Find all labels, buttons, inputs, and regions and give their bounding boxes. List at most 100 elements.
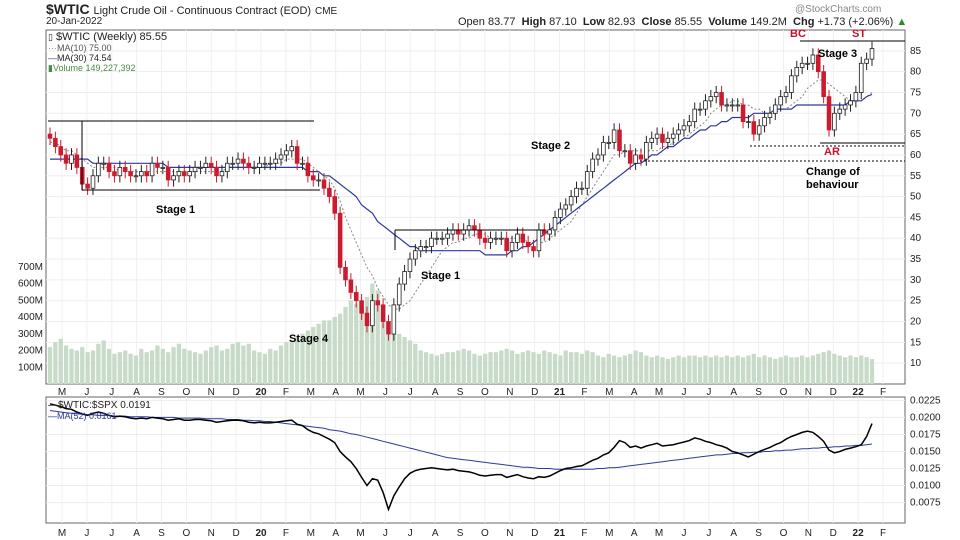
legend-ma10: ···MA(10) 75.00	[48, 43, 112, 53]
candle-body	[740, 104, 746, 123]
candle-body	[284, 150, 289, 156]
time-tick-label: M	[307, 387, 315, 398]
volume-bar	[171, 347, 176, 384]
candle-body	[638, 154, 644, 160]
time-tick-label: O	[183, 528, 191, 539]
candle-body	[144, 171, 149, 177]
time-tick-label: 21	[554, 387, 566, 398]
time-tick-label: J	[408, 387, 413, 398]
volume-bar	[305, 330, 311, 384]
volume-bar	[235, 342, 241, 384]
volume-bar	[96, 343, 101, 384]
candle-body	[773, 104, 778, 114]
candle-body	[848, 100, 853, 106]
candle-body	[316, 179, 321, 182]
candle-body	[176, 171, 182, 177]
volume-bar	[848, 355, 853, 384]
candle-body	[337, 212, 343, 268]
volume-bar	[246, 343, 251, 384]
volume-bar	[262, 353, 268, 384]
label-change-of: Change of	[806, 166, 860, 178]
volume-bar	[370, 283, 375, 384]
volume-bar	[219, 350, 225, 384]
volume-bar	[800, 355, 805, 384]
volume-bar	[203, 350, 208, 384]
volume-bar	[434, 355, 439, 384]
candle-body	[332, 196, 338, 214]
volume-bar	[123, 350, 128, 384]
time-tick-label: M	[307, 528, 315, 539]
candle-body	[230, 162, 235, 165]
volume-bar	[112, 353, 117, 384]
candle-body	[595, 154, 601, 160]
volume-bar	[139, 348, 144, 384]
volume-bar	[300, 333, 305, 384]
ratio-tick-label: 0.0225	[910, 395, 941, 406]
candle-body	[590, 158, 595, 172]
time-tick-label: 22	[853, 528, 865, 539]
candle-body	[660, 133, 665, 143]
volume-bar	[278, 345, 284, 384]
candle-body	[547, 229, 552, 235]
ratio-tick-label: 0.0175	[910, 429, 941, 440]
volume-bar	[429, 353, 434, 384]
candle-body	[719, 92, 724, 106]
volume-bar	[617, 357, 622, 384]
volume-bar	[117, 352, 122, 384]
candle-body	[687, 121, 692, 127]
candle-body	[509, 241, 515, 252]
volume-bar	[794, 357, 799, 384]
candle-body	[90, 175, 96, 189]
volume-bar	[681, 357, 687, 384]
volume-bar	[579, 353, 585, 384]
volume-bar	[450, 352, 456, 384]
volume-bar	[789, 357, 794, 384]
volume-bar	[740, 357, 746, 384]
volume-bar	[176, 343, 182, 384]
candle-body	[63, 154, 69, 164]
price-tick-label: 35	[910, 254, 922, 265]
line-icon: —	[48, 53, 57, 63]
candle-body	[670, 133, 676, 139]
volume-bar	[520, 352, 525, 384]
time-tick-label: N	[208, 387, 215, 398]
label-stage4: Stage 4	[289, 333, 329, 345]
time-tick-label: A	[133, 528, 140, 539]
candle-body	[799, 62, 805, 68]
candle-body	[391, 304, 397, 335]
candle-body	[815, 54, 821, 73]
volume-bar	[273, 350, 278, 384]
volume-bar	[665, 358, 670, 384]
candle-body	[477, 229, 483, 239]
volume-bar	[268, 348, 273, 384]
candle-body	[665, 137, 671, 143]
ratio-tick-label: 0.0150	[910, 446, 941, 457]
volume-bar	[654, 355, 660, 384]
time-tick-label: M	[655, 528, 663, 539]
time-tick-label: D	[233, 528, 240, 539]
candle-body	[429, 237, 434, 247]
volume-bar	[531, 352, 536, 384]
candle-body	[783, 92, 789, 98]
candle-body	[106, 162, 112, 172]
time-tick-label: J	[408, 528, 413, 539]
volume-bar	[842, 357, 848, 384]
candle-body	[396, 283, 402, 306]
time-tick-label: N	[805, 387, 812, 398]
candle-body	[251, 167, 257, 169]
time-tick-label: O	[780, 387, 788, 398]
time-tick-label: M	[356, 528, 364, 539]
volume-bar	[407, 340, 413, 384]
candle-body	[450, 229, 456, 235]
time-tick-label: F	[880, 387, 886, 398]
volume-bar	[85, 352, 90, 384]
price-tick-label: 20	[910, 317, 922, 328]
chart-date: 20-Jan-2022	[46, 16, 103, 27]
volume-bar	[832, 353, 837, 384]
candle-body	[348, 279, 354, 293]
time-tick-label: A	[432, 387, 439, 398]
candle-body	[407, 258, 413, 272]
time-tick-label: N	[506, 528, 513, 539]
time-tick-label: A	[631, 528, 638, 539]
